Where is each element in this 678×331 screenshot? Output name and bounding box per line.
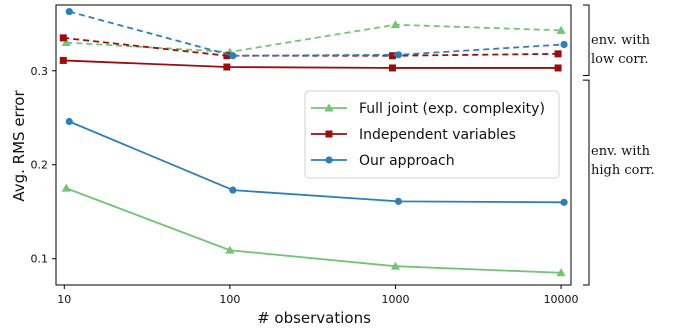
data-point bbox=[390, 261, 401, 270]
data-point bbox=[59, 34, 67, 42]
data-point bbox=[554, 64, 562, 72]
data-point bbox=[59, 56, 67, 64]
series-line bbox=[63, 36, 559, 57]
y-tick-label: 0.1 bbox=[31, 253, 49, 266]
annotation-bracket bbox=[583, 79, 590, 286]
data-point bbox=[556, 268, 566, 277]
annotation-1: env. with low corr. bbox=[583, 4, 651, 76]
y-axis-label: Avg. RMS error bbox=[10, 90, 28, 202]
legend-label: Our approach bbox=[359, 153, 455, 169]
y-tick-label: 0.3 bbox=[31, 65, 49, 78]
series-5 bbox=[59, 34, 562, 60]
x-tick-label: 10000 bbox=[544, 293, 579, 306]
series-1 bbox=[61, 183, 566, 277]
x-axis-label: # observations bbox=[257, 309, 371, 327]
series-3 bbox=[65, 117, 568, 206]
annotation-text: high corr. bbox=[591, 163, 655, 178]
legend-entry: Full joint (exp. complexity) bbox=[311, 101, 545, 117]
x-tick-label: 10 bbox=[57, 293, 71, 306]
legend-marker bbox=[324, 103, 334, 112]
data-point bbox=[556, 25, 566, 34]
data-point bbox=[388, 64, 396, 72]
legend-marker bbox=[325, 130, 333, 138]
legend-label: Independent variables bbox=[359, 127, 516, 143]
legend-entry: Our approach bbox=[311, 153, 455, 169]
series-line bbox=[63, 59, 559, 69]
data-point bbox=[61, 183, 71, 192]
series-line bbox=[68, 120, 565, 204]
annotation-2: env. with high corr. bbox=[583, 79, 655, 286]
annotation-bracket bbox=[583, 4, 590, 76]
y-tick-label: 0.2 bbox=[31, 159, 49, 172]
x-axis: 10 100 1000 10000 bbox=[57, 285, 579, 306]
series-4 bbox=[61, 20, 566, 56]
series-2 bbox=[59, 56, 562, 72]
series-6 bbox=[65, 7, 568, 60]
legend-box bbox=[304, 90, 560, 179]
plot-frame bbox=[55, 4, 572, 286]
annotations: env. with low corr. env. with high corr. bbox=[583, 4, 655, 286]
y-axis: 0.1 0.2 0.3 bbox=[31, 65, 56, 266]
data-point bbox=[65, 7, 73, 16]
x-tick-label: 100 bbox=[219, 293, 240, 306]
data-point bbox=[388, 52, 396, 60]
data-point bbox=[229, 52, 237, 60]
data-point bbox=[560, 198, 568, 206]
series-line bbox=[65, 187, 562, 274]
data-point bbox=[394, 51, 403, 59]
data-point bbox=[65, 117, 73, 126]
x-tick-label: 1000 bbox=[381, 293, 409, 306]
legend-marker bbox=[325, 156, 333, 164]
data-point bbox=[223, 52, 231, 60]
legend: Full joint (exp. complexity) Independent … bbox=[304, 90, 560, 179]
data-point bbox=[229, 186, 237, 194]
data-point bbox=[223, 63, 231, 71]
data-point bbox=[554, 50, 562, 58]
series-line bbox=[66, 23, 562, 53]
data-point bbox=[560, 40, 568, 49]
data-point bbox=[390, 20, 401, 29]
legend-label: Full joint (exp. complexity) bbox=[359, 101, 545, 117]
data-point bbox=[394, 197, 403, 205]
data-point bbox=[61, 37, 71, 47]
data-point bbox=[225, 245, 235, 254]
series-group bbox=[59, 7, 568, 277]
series-line bbox=[69, 10, 565, 57]
annotation-text: env. with bbox=[591, 33, 651, 48]
legend-entry: Independent variables bbox=[311, 127, 516, 143]
annotation-text: env. with bbox=[591, 144, 651, 159]
annotation-text: low corr. bbox=[591, 52, 648, 67]
